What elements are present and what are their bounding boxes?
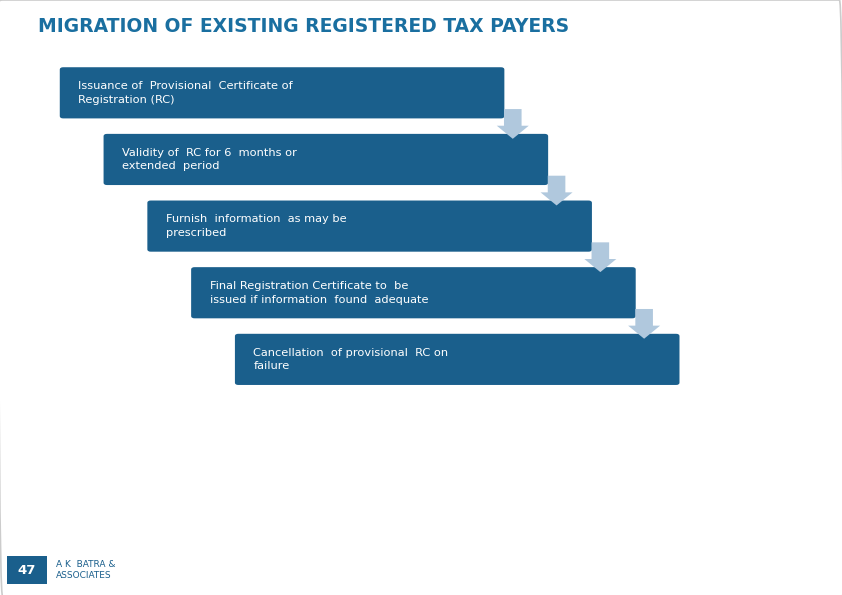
FancyBboxPatch shape: [191, 267, 636, 318]
FancyBboxPatch shape: [104, 134, 548, 185]
Text: Issuance of  Provisional  Certificate of
Registration (RC): Issuance of Provisional Certificate of R…: [78, 81, 293, 105]
Text: 47: 47: [18, 563, 36, 577]
Polygon shape: [541, 176, 573, 205]
Polygon shape: [584, 242, 616, 272]
Text: Furnish  information  as may be
prescribed: Furnish information as may be prescribed: [166, 214, 347, 238]
FancyBboxPatch shape: [60, 67, 504, 118]
Text: Cancellation  of provisional  RC on
failure: Cancellation of provisional RC on failur…: [253, 347, 449, 371]
FancyBboxPatch shape: [7, 556, 47, 584]
Polygon shape: [628, 309, 660, 339]
FancyBboxPatch shape: [147, 201, 592, 252]
Text: A K  BATRA &
ASSOCIATES: A K BATRA & ASSOCIATES: [56, 560, 115, 580]
Text: Final Registration Certificate to  be
issued if information  found  adequate: Final Registration Certificate to be iss…: [210, 281, 429, 305]
Text: MIGRATION OF EXISTING REGISTERED TAX PAYERS: MIGRATION OF EXISTING REGISTERED TAX PAY…: [38, 17, 569, 36]
Text: Validity of  RC for 6  months or
extended  period: Validity of RC for 6 months or extended …: [122, 148, 297, 171]
Polygon shape: [497, 109, 529, 139]
FancyBboxPatch shape: [235, 334, 679, 385]
